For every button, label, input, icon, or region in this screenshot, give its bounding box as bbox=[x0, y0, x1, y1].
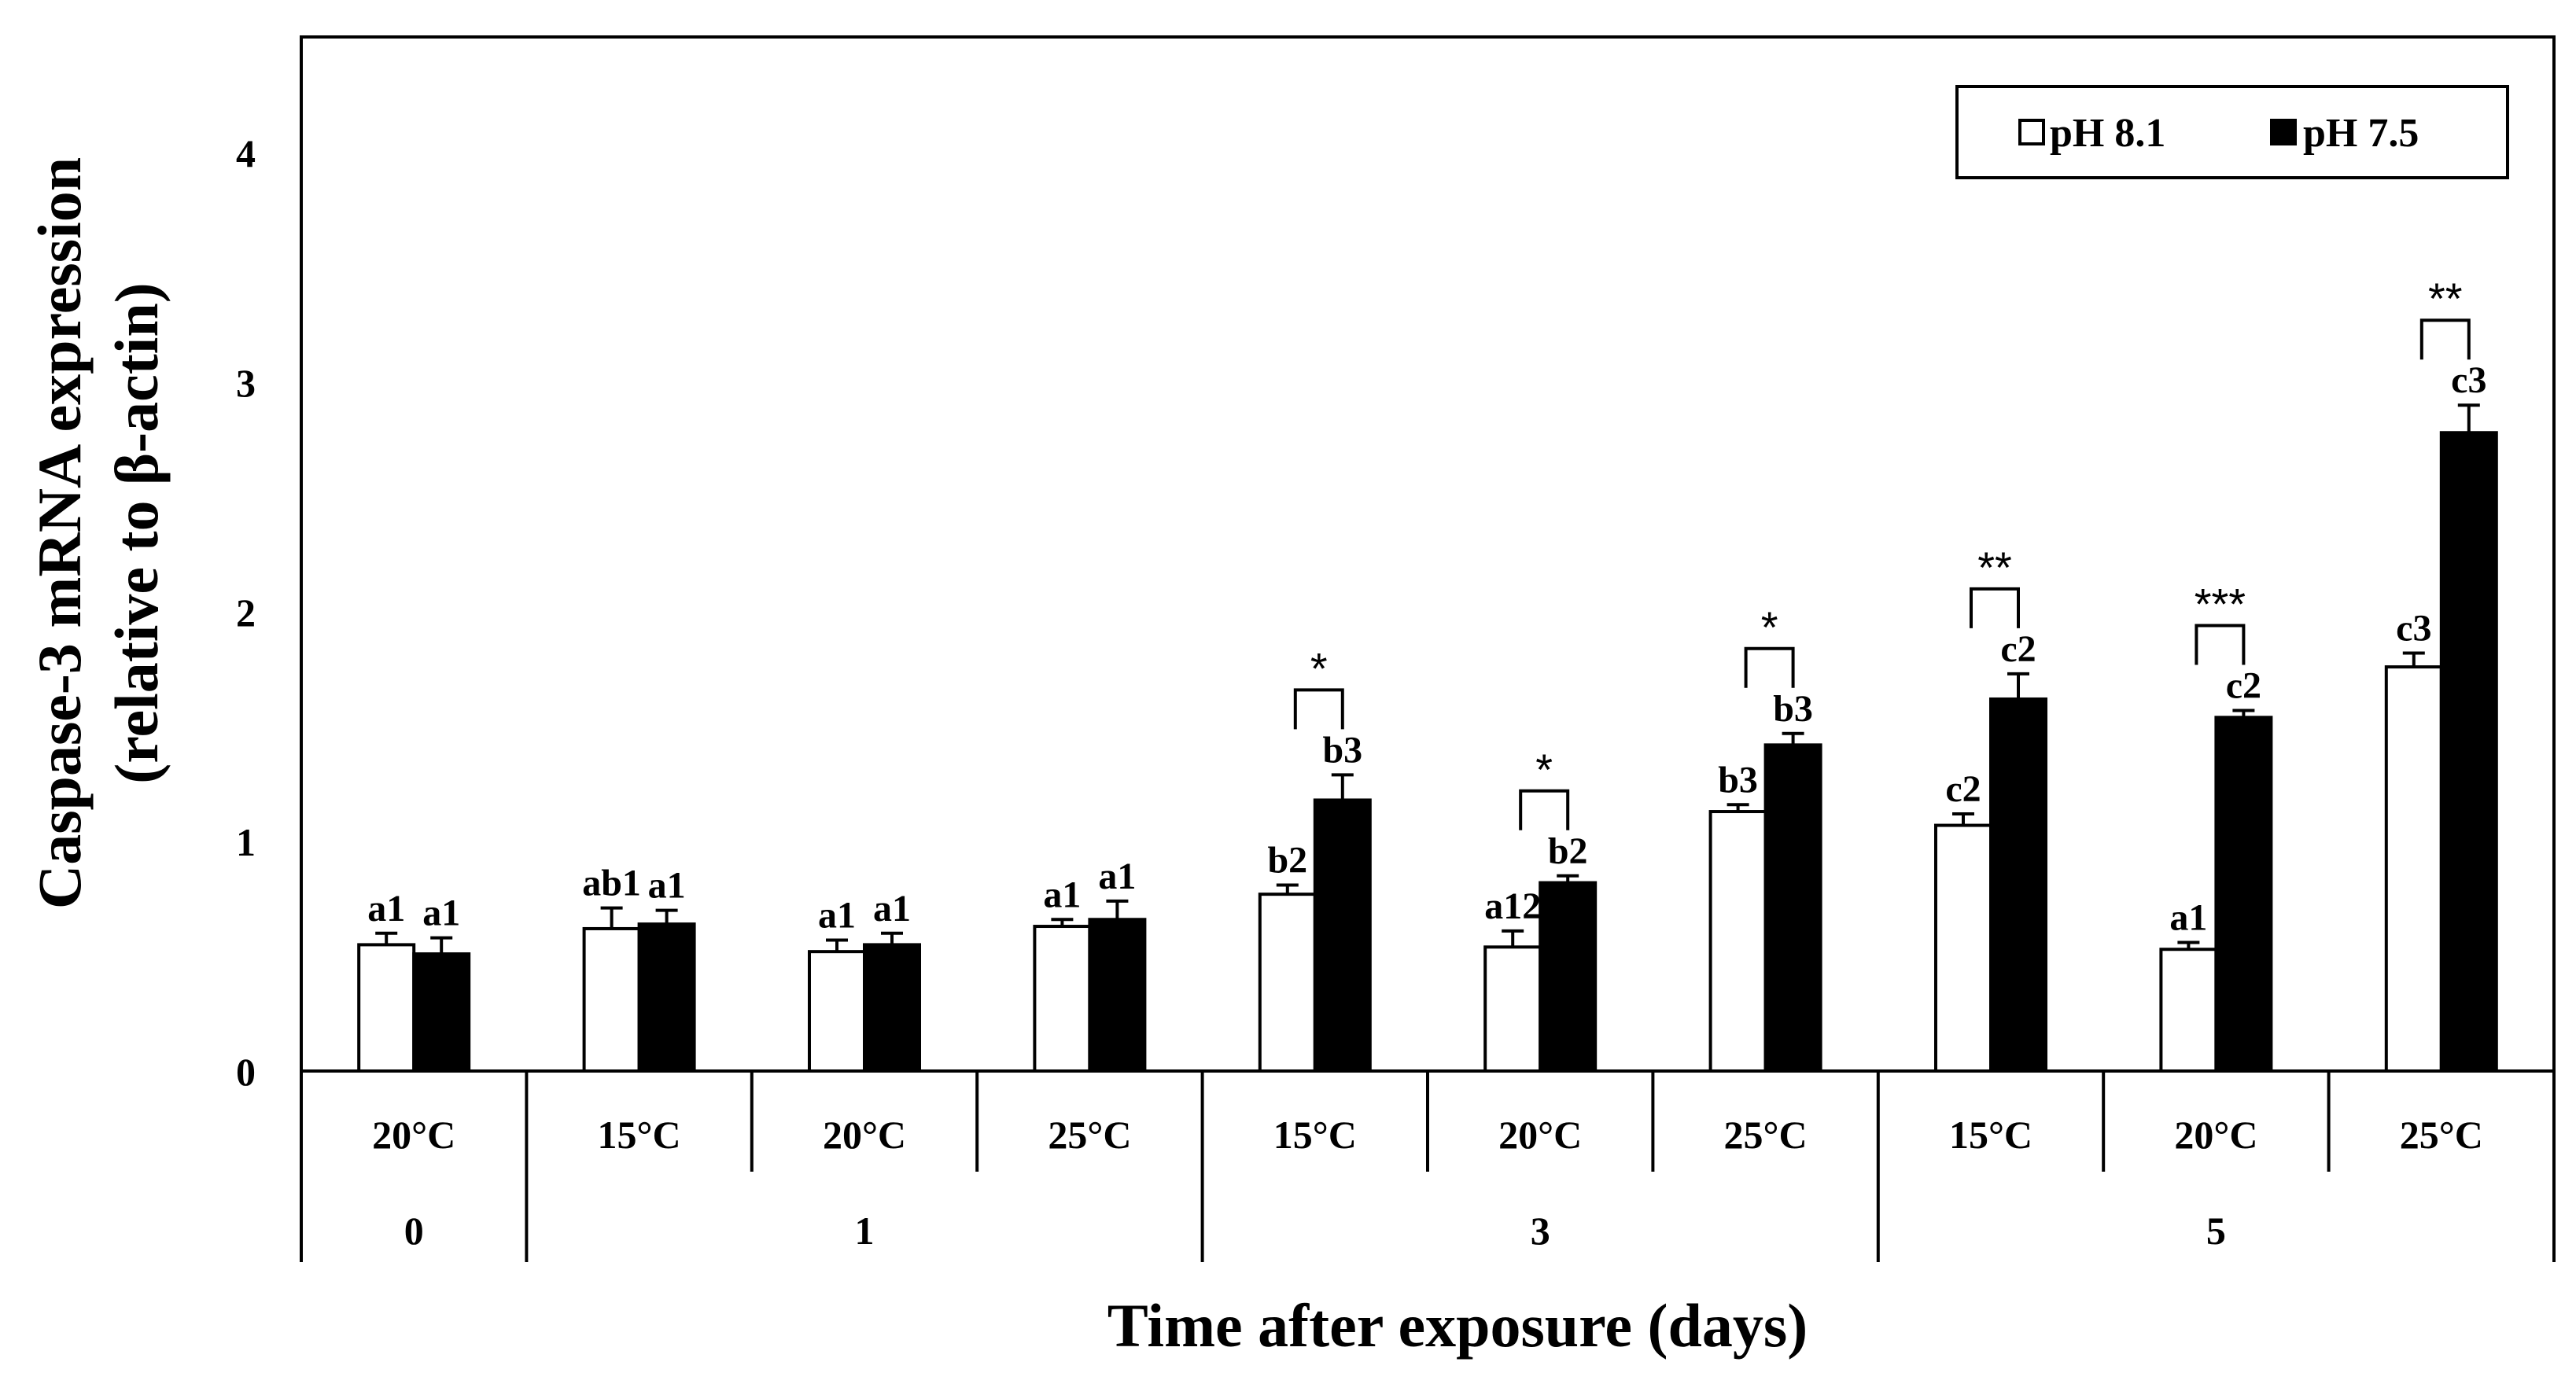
bar-ph81 bbox=[357, 943, 416, 1073]
significance-mark: *** bbox=[2195, 580, 2246, 629]
significance-bracket bbox=[1970, 587, 2020, 628]
y-tick-label: 1 bbox=[236, 820, 256, 864]
temp-label: 15°C bbox=[598, 1113, 681, 1157]
bar-ph81 bbox=[582, 926, 641, 1073]
letter-label-ph75: b3 bbox=[1322, 729, 1362, 771]
legend-box bbox=[1955, 85, 2509, 179]
significance-bracket bbox=[1293, 688, 1344, 730]
letter-label-ph75: b2 bbox=[1548, 830, 1588, 872]
temp-label: 15°C bbox=[1949, 1113, 2032, 1157]
letter-label-ph81: a1 bbox=[818, 895, 856, 937]
significance-mark: * bbox=[1761, 602, 1778, 652]
y-axis-title-line2: (relative to β-actin) bbox=[102, 282, 171, 783]
temp-label: 25°C bbox=[1048, 1113, 1131, 1157]
day-label: 1 bbox=[855, 1209, 875, 1253]
letter-label-ph81: b3 bbox=[1718, 759, 1758, 801]
significance-mark: ** bbox=[2428, 274, 2463, 323]
letter-label-ph75: c2 bbox=[2226, 665, 2261, 707]
bar-ph81 bbox=[2159, 948, 2218, 1073]
y-tick-label: 4 bbox=[236, 131, 256, 175]
temp-label: 15°C bbox=[1273, 1113, 1357, 1157]
letter-label-ph81: a1 bbox=[367, 888, 405, 929]
letter-label-ph75: c3 bbox=[2451, 359, 2486, 401]
day-label: 5 bbox=[2206, 1209, 2226, 1253]
bar-ph81 bbox=[1934, 823, 1992, 1073]
letter-label-ph81: a1 bbox=[1043, 874, 1081, 915]
bar-ph75 bbox=[1763, 743, 1822, 1073]
letter-label-ph75: a1 bbox=[873, 888, 911, 929]
bar-ph75 bbox=[2214, 716, 2273, 1073]
x-axis-title: Time after exposure (days) bbox=[1107, 1291, 1808, 1360]
letter-label-ph75: a1 bbox=[1098, 856, 1136, 897]
letter-label-ph81: c3 bbox=[2396, 608, 2431, 650]
temp-label: 20°C bbox=[1498, 1113, 1582, 1157]
letter-label-ph75: c2 bbox=[2000, 628, 2036, 670]
y-tick-label: 0 bbox=[236, 1050, 256, 1094]
day-label: 3 bbox=[1531, 1209, 1550, 1253]
bar-ph81 bbox=[1708, 810, 1767, 1073]
temp-label: 20°C bbox=[823, 1113, 906, 1157]
y-axis-title-line1: Caspase-3 mRNA expression bbox=[25, 157, 94, 909]
significance-mark: * bbox=[1310, 643, 1328, 693]
bar-ph75 bbox=[2439, 431, 2498, 1073]
letter-label-ph75: a1 bbox=[422, 893, 460, 934]
letter-label-ph81: ab1 bbox=[582, 863, 641, 904]
bar-ph81 bbox=[2384, 665, 2443, 1073]
y-tick-label: 3 bbox=[236, 361, 256, 405]
bar-ph75 bbox=[1989, 697, 2047, 1073]
bar-ph81 bbox=[808, 950, 866, 1073]
letter-label-ph75: a1 bbox=[648, 865, 686, 907]
temp-label: 25°C bbox=[1724, 1113, 1808, 1157]
significance-bracket bbox=[2419, 318, 2471, 360]
bar-ph75 bbox=[637, 922, 696, 1073]
significance-bracket bbox=[1744, 646, 1795, 688]
day-label: 0 bbox=[404, 1209, 424, 1253]
letter-label-ph75: b3 bbox=[1773, 688, 1813, 730]
letter-label-ph81: a12 bbox=[1484, 885, 1541, 927]
legend-swatch-ph81 bbox=[2018, 119, 2045, 145]
legend-swatch-ph75 bbox=[2270, 119, 2297, 145]
letter-label-ph81: a1 bbox=[2169, 896, 2207, 938]
legend: pH 8.1 pH 7.5 bbox=[1955, 85, 2509, 179]
bar-ph75 bbox=[863, 943, 921, 1073]
significance-mark: * bbox=[1535, 745, 1553, 794]
temp-label: 25°C bbox=[2400, 1113, 2483, 1157]
significance-bracket bbox=[2195, 624, 2246, 665]
bar-ph75 bbox=[1539, 881, 1598, 1073]
bar-ph81 bbox=[1033, 925, 1092, 1073]
bar-ph81 bbox=[1483, 945, 1542, 1073]
bar-ph81 bbox=[1258, 893, 1317, 1073]
letter-label-ph81: b2 bbox=[1267, 839, 1307, 881]
bar-ph75 bbox=[412, 952, 471, 1073]
letter-label-ph81: c2 bbox=[1945, 768, 1981, 810]
temp-label: 20°C bbox=[2174, 1113, 2257, 1157]
temp-label: 20°C bbox=[372, 1113, 455, 1157]
legend-label-ph75: pH 7.5 bbox=[2303, 111, 2419, 156]
bar-ph75 bbox=[1313, 798, 1372, 1073]
bar-ph75 bbox=[1088, 918, 1147, 1073]
significance-mark: ** bbox=[1977, 543, 2012, 592]
legend-label-ph81: pH 8.1 bbox=[2050, 111, 2165, 156]
significance-bracket bbox=[1519, 789, 1570, 830]
y-tick-label: 2 bbox=[236, 591, 256, 635]
